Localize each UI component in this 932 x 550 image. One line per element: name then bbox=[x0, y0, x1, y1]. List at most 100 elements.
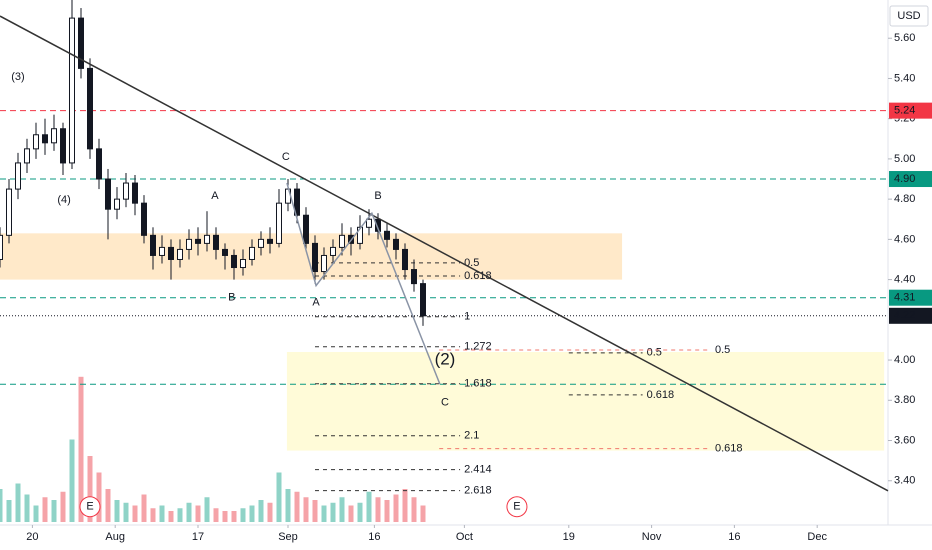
price-tag-label: 5.24 bbox=[894, 105, 915, 117]
candle-body bbox=[5, 188, 12, 236]
candle-body bbox=[212, 234, 219, 250]
volume-bar bbox=[348, 505, 354, 522]
candle-body bbox=[23, 148, 30, 164]
volume-bar bbox=[267, 502, 273, 522]
volume-bar bbox=[24, 494, 30, 522]
candle-body bbox=[383, 230, 390, 240]
y-tick-label: 5.40 bbox=[894, 72, 915, 84]
candle-body bbox=[329, 246, 336, 256]
x-tick-label: Oct bbox=[456, 531, 473, 543]
candle-body bbox=[230, 254, 237, 269]
candle-body bbox=[257, 238, 264, 248]
candle-body bbox=[176, 248, 183, 260]
volume-bar bbox=[6, 500, 12, 522]
volume-bar bbox=[222, 511, 228, 522]
y-tick-label: 4.40 bbox=[894, 274, 915, 286]
volume-bar bbox=[330, 502, 336, 522]
wave-label: (4) bbox=[57, 194, 70, 206]
fib-label: 1 bbox=[464, 311, 470, 323]
candle-body bbox=[311, 242, 318, 273]
volume-bar bbox=[0, 489, 3, 522]
fib-label: 0.618 bbox=[464, 270, 492, 282]
candle-body bbox=[149, 234, 156, 256]
candle-body bbox=[77, 17, 84, 69]
volume-bar bbox=[312, 500, 318, 522]
fib-label: 0.618 bbox=[715, 442, 743, 454]
candle-body bbox=[302, 214, 309, 244]
currency-box[interactable] bbox=[889, 5, 929, 27]
candle-body bbox=[95, 148, 102, 180]
candle-body bbox=[338, 234, 345, 248]
volume-bar bbox=[294, 491, 300, 522]
volume-bar bbox=[168, 511, 174, 522]
volume-bar bbox=[60, 491, 66, 522]
event-marker bbox=[79, 496, 101, 518]
y-tick-label: 4.60 bbox=[894, 233, 915, 245]
candle-body bbox=[68, 17, 75, 164]
candle-body bbox=[0, 234, 3, 260]
candle-body bbox=[50, 128, 57, 144]
volume-bar bbox=[384, 500, 390, 522]
candle-body bbox=[158, 246, 165, 256]
candle-body bbox=[194, 238, 201, 244]
volume-bar bbox=[132, 505, 138, 522]
volume-bar bbox=[420, 505, 426, 522]
y-tick-label: 4.80 bbox=[894, 193, 915, 205]
volume-bar bbox=[258, 500, 264, 522]
volume-bar bbox=[276, 472, 282, 522]
candle-body bbox=[14, 162, 21, 190]
volume-bar bbox=[240, 508, 246, 522]
trendline bbox=[0, 15, 889, 492]
price-axis-bg bbox=[889, 0, 932, 525]
wave-label: E bbox=[513, 501, 520, 513]
wave-label: A bbox=[312, 297, 320, 309]
candle-body bbox=[248, 246, 255, 260]
candle-body bbox=[59, 128, 66, 164]
wave-label: E bbox=[86, 501, 93, 513]
fib-label: 1.618 bbox=[464, 378, 492, 390]
volume-bar bbox=[195, 505, 201, 522]
x-tick-label: Aug bbox=[105, 531, 125, 543]
fib-label: 2.618 bbox=[464, 485, 492, 497]
candle-body bbox=[32, 134, 39, 150]
fib-label: 1.272 bbox=[464, 341, 492, 353]
x-tick-label: 17 bbox=[192, 531, 204, 543]
candle-body bbox=[275, 202, 282, 244]
price-tag bbox=[889, 102, 932, 119]
price-tag bbox=[889, 289, 932, 306]
fib-label: 2.414 bbox=[464, 464, 492, 476]
volume-bar bbox=[321, 505, 327, 522]
zone bbox=[0, 233, 623, 280]
candle-body bbox=[131, 182, 138, 204]
currency[interactable]: USD bbox=[897, 10, 920, 22]
volume-bar bbox=[213, 508, 219, 522]
volume-bar bbox=[105, 489, 111, 522]
candle-body bbox=[401, 248, 408, 271]
price-tag-label: 4.90 bbox=[894, 173, 915, 185]
volume-bar bbox=[249, 505, 255, 522]
candle-body bbox=[41, 134, 48, 144]
volume-bar bbox=[339, 497, 345, 522]
wave-label: A bbox=[211, 190, 219, 202]
price-tag bbox=[889, 171, 932, 188]
y-tick-label: 5.60 bbox=[894, 32, 915, 44]
volume-bar bbox=[114, 500, 120, 522]
candle-body bbox=[185, 238, 192, 250]
candle-body bbox=[86, 67, 93, 150]
x-tick-label: Dec bbox=[807, 531, 827, 543]
volume-bar bbox=[33, 505, 39, 522]
volume-bar bbox=[186, 502, 192, 522]
volume-bar bbox=[402, 489, 408, 522]
volume-bar bbox=[393, 494, 399, 522]
candle-body bbox=[140, 202, 147, 236]
volume-bar bbox=[204, 497, 210, 522]
y-tick-label: 3.40 bbox=[894, 475, 915, 487]
volume-bar bbox=[231, 511, 237, 522]
wave-label: (3) bbox=[11, 71, 24, 83]
price-tag-label: 4.31 bbox=[894, 292, 915, 304]
candle-body bbox=[113, 198, 120, 210]
volume-bar bbox=[123, 502, 129, 522]
x-tick-label: 20 bbox=[26, 531, 38, 543]
